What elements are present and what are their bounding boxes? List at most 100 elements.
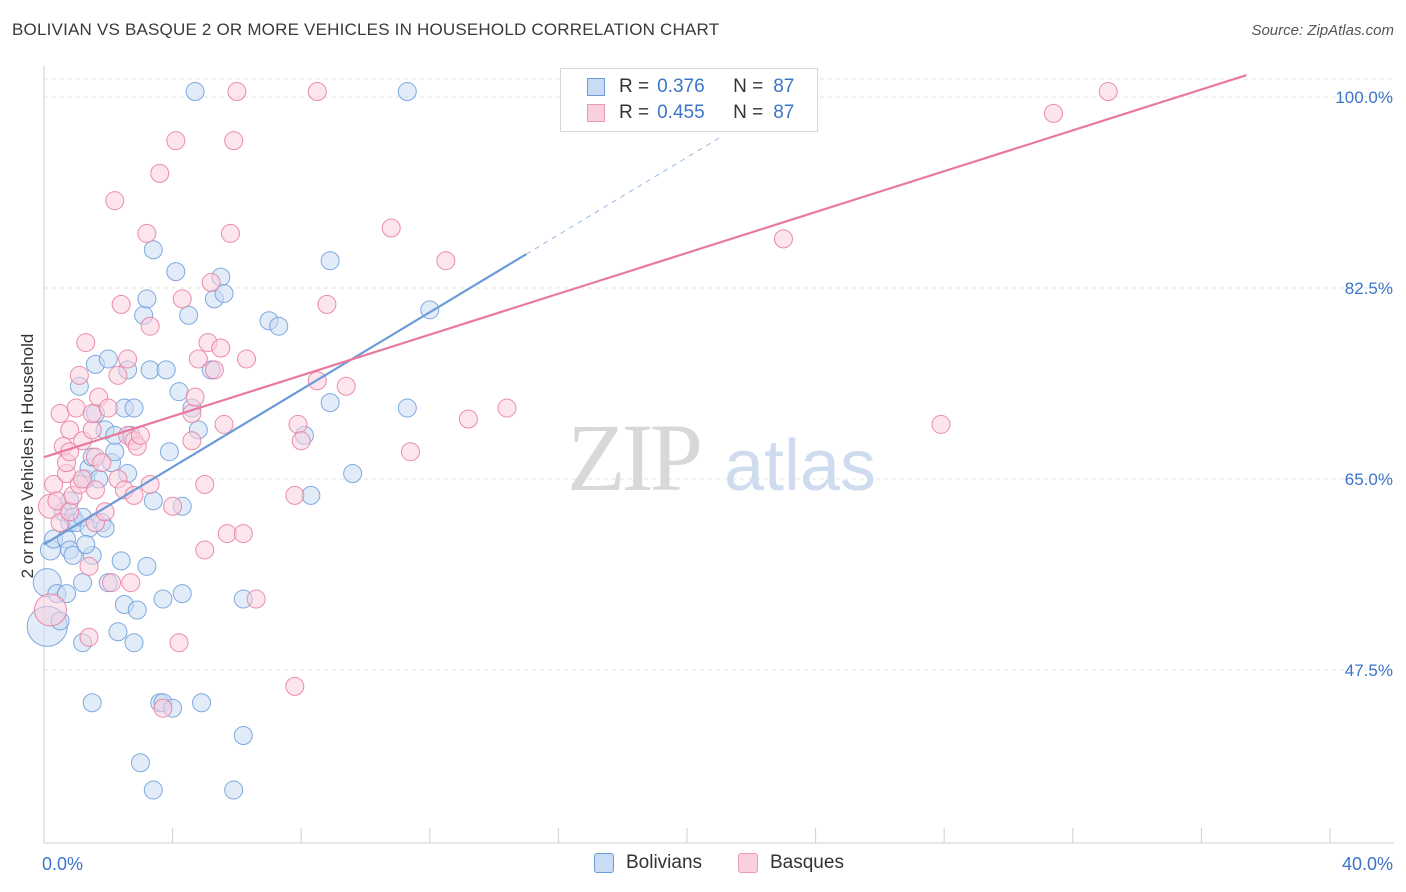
- bolivians-point: [320, 251, 340, 271]
- legend-n-value: 87: [773, 76, 795, 97]
- series-legend: Bolivians Basques: [0, 852, 1406, 876]
- series-layer: [26, 82, 1118, 800]
- basques-point: [163, 496, 183, 516]
- basques-point: [246, 589, 266, 609]
- bolivians-point: [143, 240, 163, 260]
- basques-point: [85, 480, 105, 500]
- basques-point: [82, 404, 102, 424]
- basques-point: [76, 333, 96, 353]
- bolivians-point: [214, 283, 234, 303]
- basques-point: [1044, 103, 1064, 123]
- basques-point: [121, 573, 141, 593]
- bolivians-point: [63, 545, 83, 565]
- bolivians-point: [124, 398, 144, 418]
- bolivians-point: [179, 305, 199, 325]
- basques-point: [233, 524, 253, 544]
- legend-n-value: 87: [773, 102, 795, 123]
- bolivians-point: [192, 693, 212, 713]
- basques-point: [1098, 82, 1118, 102]
- bolivians-point: [124, 633, 144, 653]
- y-tick-label: 82.5%: [1345, 279, 1393, 298]
- basques-point: [108, 365, 128, 385]
- bolivians-point: [82, 693, 102, 713]
- basques-point: [105, 191, 125, 211]
- basques-point: [79, 556, 99, 576]
- basques-point: [92, 453, 112, 473]
- basques-point: [458, 409, 478, 429]
- bolivians-point: [233, 725, 253, 745]
- basques-point: [336, 376, 356, 396]
- basques-point: [166, 131, 186, 151]
- chart-title: BOLIVIAN VS BASQUE 2 OR MORE VEHICLES IN…: [12, 20, 720, 39]
- bolivians-point: [269, 316, 289, 336]
- bolivians-point: [76, 534, 96, 554]
- bolivians-point: [73, 573, 93, 593]
- legend-swatch-bolivians: [594, 853, 614, 873]
- series-basques: [33, 82, 1118, 718]
- basques-point: [436, 251, 456, 271]
- legend-swatch-bolivians: [587, 78, 605, 96]
- basques-point: [153, 698, 173, 718]
- tick-labels: 47.5% 65.0% 82.5% 100.0% 0.0% 40.0%: [42, 88, 1393, 874]
- bolivians-point: [185, 82, 205, 102]
- basques-point: [140, 316, 160, 336]
- basques-point: [211, 338, 231, 358]
- bolivians-trendline-extension: [525, 137, 720, 255]
- y-tick-label: 65.0%: [1345, 470, 1393, 489]
- bolivians-point: [98, 349, 118, 369]
- bolivians-point: [130, 753, 150, 773]
- basques-point: [291, 431, 311, 451]
- basques-point: [185, 387, 205, 407]
- basques-point: [288, 414, 308, 434]
- basques-point: [79, 627, 99, 647]
- basques-point: [773, 229, 793, 249]
- basques-point: [401, 442, 421, 462]
- basques-point: [137, 223, 157, 243]
- basques-point: [98, 398, 118, 418]
- basques-point: [111, 294, 131, 314]
- x-tick-label: 40.0%: [1342, 854, 1393, 874]
- bolivians-point: [172, 584, 192, 604]
- basques-point: [227, 82, 247, 102]
- legend-item-bolivians[interactable]: Bolivians: [594, 852, 702, 874]
- basques-point: [50, 404, 70, 424]
- basques-point: [150, 163, 170, 183]
- bolivians-point: [156, 360, 176, 380]
- source-label: Source: ZipAtlas.com: [1251, 22, 1394, 39]
- bolivians-point: [343, 464, 363, 484]
- axes: [43, 66, 1394, 844]
- basques-point: [82, 420, 102, 440]
- bolivians-point: [301, 485, 321, 505]
- bolivians-point: [169, 382, 189, 402]
- basques-point: [317, 294, 337, 314]
- basques-point: [381, 218, 401, 238]
- basques-point: [33, 593, 67, 627]
- bolivians-point: [153, 589, 173, 609]
- basques-point: [60, 420, 80, 440]
- legend-item-basques[interactable]: Basques: [738, 852, 844, 874]
- basques-point: [204, 360, 224, 380]
- watermark-zip: ZIP: [567, 404, 700, 511]
- basques-point: [195, 474, 215, 494]
- basques-point: [188, 349, 208, 369]
- basques-point: [66, 398, 86, 418]
- legend-row-bolivians: R = 0.376 N = 87: [587, 75, 794, 99]
- bolivians-point: [137, 556, 157, 576]
- basques-trendline: [43, 74, 1247, 459]
- legend-r-value: 0.455: [657, 102, 705, 123]
- basques-point: [195, 540, 215, 560]
- legend-r-label: R =: [619, 76, 650, 97]
- basques-point: [73, 469, 93, 489]
- grid-lines: [44, 78, 1394, 671]
- basques-point: [118, 349, 138, 369]
- basques-point: [60, 502, 80, 522]
- bolivians-point: [137, 289, 157, 309]
- basques-point: [237, 349, 257, 369]
- basques-point: [931, 414, 951, 434]
- bolivians-point: [224, 780, 244, 800]
- legend-r-value: 0.376: [657, 76, 705, 97]
- basques-point: [95, 502, 115, 522]
- x-tick-label: 0.0%: [42, 854, 83, 874]
- basques-point: [285, 676, 305, 696]
- legend-row-basques: R = 0.455 N = 87: [587, 101, 794, 125]
